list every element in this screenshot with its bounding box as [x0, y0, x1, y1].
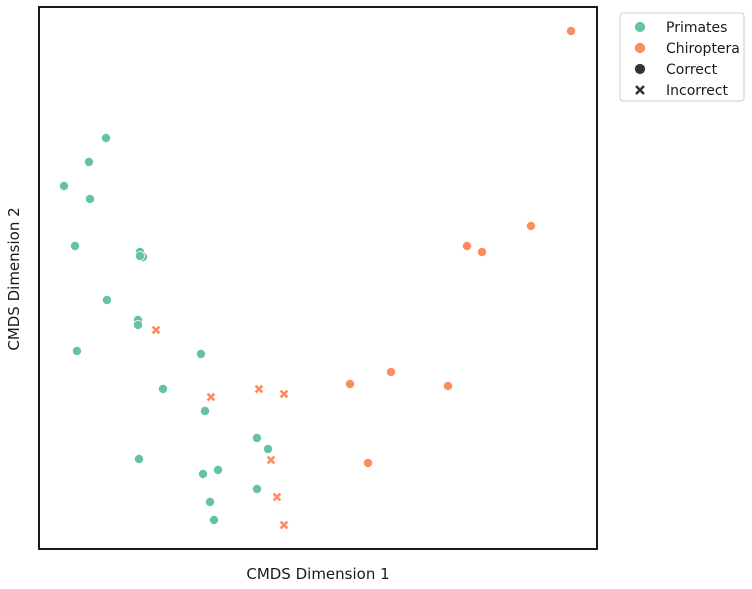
chiroptera-correct-point — [476, 246, 487, 257]
legend-frame — [619, 12, 745, 102]
legend-label-primates: Primates — [666, 20, 727, 36]
chiroptera-incorrect-point — [279, 520, 289, 530]
x-axis-label: CMDS Dimension 1 — [246, 565, 389, 583]
incorrect-legend-marker — [635, 85, 645, 95]
primates-correct-point — [134, 250, 145, 261]
plot-frame — [38, 6, 598, 550]
primates-correct-point — [251, 483, 262, 494]
primates-correct-point — [59, 180, 70, 191]
primates-correct-point — [133, 453, 144, 464]
chiroptera-incorrect-point — [266, 455, 276, 465]
primates-correct-point — [102, 294, 113, 305]
primates-correct-point — [208, 515, 219, 526]
chiroptera-correct-point — [526, 220, 537, 231]
chiroptera-correct-point — [442, 380, 453, 391]
correct-legend-marker — [634, 63, 646, 75]
primates-correct-point — [251, 432, 262, 443]
legend-label-correct: Correct — [666, 62, 718, 78]
data-points — [59, 25, 577, 530]
legend-label-incorrect: Incorrect — [666, 83, 729, 99]
chiroptera-correct-point — [344, 378, 355, 389]
chiroptera-correct-point — [566, 25, 577, 36]
primates-correct-point — [199, 405, 210, 416]
legend-items: Primates Chiroptera Correct Incorrect — [634, 20, 740, 99]
primates-correct-point — [132, 319, 143, 330]
chiroptera-incorrect-point — [151, 325, 161, 335]
primates-correct-point — [212, 464, 223, 475]
primates-correct-point — [262, 443, 273, 454]
primates-correct-point — [204, 496, 215, 507]
chiroptera-legend-marker — [634, 42, 646, 54]
primates-correct-point — [84, 156, 95, 167]
chiroptera-incorrect-point — [254, 384, 264, 394]
plot-background — [39, 7, 597, 549]
y-axis-label: CMDS Dimension 2 — [5, 207, 23, 350]
chiroptera-correct-point — [362, 457, 373, 468]
primates-correct-point — [195, 348, 206, 359]
primates-correct-point — [157, 383, 168, 394]
chiroptera-correct-point — [385, 366, 396, 377]
legend-label-chiroptera: Chiroptera — [666, 41, 740, 57]
primates-correct-point — [70, 240, 81, 251]
legend: Primates Chiroptera Correct Incorrect — [619, 12, 745, 102]
primates-legend-marker — [634, 21, 646, 33]
chiroptera-incorrect-point — [279, 389, 289, 399]
primates-correct-point — [85, 193, 96, 204]
chiroptera-incorrect-point — [206, 392, 216, 402]
primates-correct-point — [197, 468, 208, 479]
primates-correct-point — [72, 345, 83, 356]
chiroptera-incorrect-point — [272, 492, 282, 502]
primates-correct-point — [101, 132, 112, 143]
chiroptera-correct-point — [461, 240, 472, 251]
